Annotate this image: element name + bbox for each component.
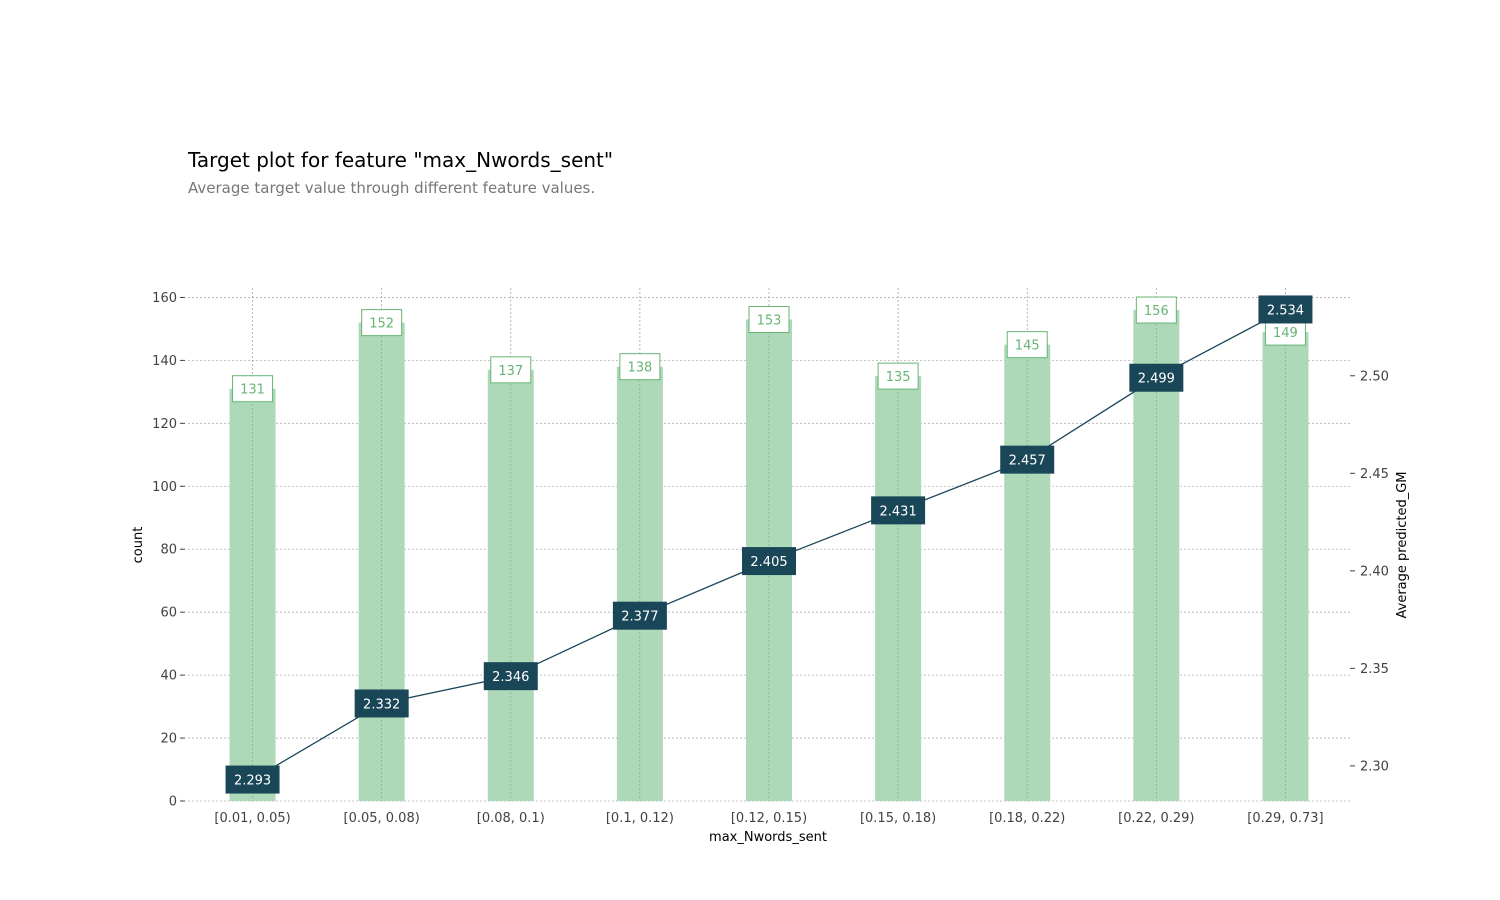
bar-label-box (619, 353, 661, 381)
y-axis-label-left: count (131, 527, 146, 564)
bar-label-box (877, 362, 919, 390)
y-tick-label-right: 2.45 (1360, 467, 1389, 482)
y-tick-label-right: 2.35 (1360, 662, 1389, 677)
line-point-box (483, 662, 538, 691)
y-tick-label-right: 2.50 (1360, 369, 1389, 384)
y-tick-label-left: 160 (152, 291, 177, 306)
line-point-box (354, 689, 409, 718)
bar-label: 131 (240, 383, 265, 398)
x-tick-label: [0.05, 0.08) (344, 811, 420, 826)
y-tick-label-left: 140 (152, 354, 177, 369)
line-point-box (1000, 445, 1055, 474)
bar (229, 388, 276, 801)
bar-label-box (1135, 296, 1177, 324)
bar (1133, 310, 1180, 801)
line-point-label: 2.346 (492, 670, 529, 685)
y-tick-label-left: 0 (169, 795, 177, 810)
line-point-box (1258, 295, 1313, 324)
x-tick-label: [0.22, 0.29) (1118, 811, 1194, 826)
bar-label: 149 (1273, 326, 1298, 341)
line-point-label: 2.457 (1009, 454, 1046, 469)
x-tick-label: [0.08, 0.1) (477, 811, 545, 826)
y-tick-label-left: 80 (160, 543, 177, 558)
bar-label-box (361, 309, 403, 337)
x-tick-label: [0.18, 0.22) (989, 811, 1065, 826)
line-point-label: 2.499 (1138, 372, 1175, 387)
bar-label-box (1006, 331, 1048, 359)
chart-title: Target plot for feature "max_Nwords_sent… (188, 148, 614, 172)
y-tick-label-right: 2.30 (1360, 759, 1389, 774)
line-point-box (871, 496, 926, 525)
x-axis-label: max_Nwords_sent (709, 830, 827, 845)
y-tick-label-left: 120 (152, 417, 177, 432)
line-point-box (1129, 363, 1184, 392)
line-point-label: 2.534 (1267, 303, 1304, 318)
y-tick-label-left: 40 (160, 669, 177, 684)
line-point-label: 2.405 (750, 555, 787, 570)
x-tick-label: [0.29, 0.73] (1247, 811, 1323, 826)
line-point-label: 2.332 (363, 697, 400, 712)
x-tick-label: [0.12, 0.15) (731, 811, 807, 826)
bar-label: 153 (757, 313, 782, 328)
line-series: 2.293 2.332 2.346 2.377 2.405 2.431 2.457 2.499… (225, 295, 1313, 794)
line-point-box (225, 765, 280, 794)
bar (1262, 332, 1309, 801)
chart-subtitle: Average target value through different f… (188, 179, 596, 197)
y-tick-label-left: 100 (152, 480, 177, 495)
bar-label: 135 (886, 370, 911, 385)
x-tick-label: [0.01, 0.05) (214, 811, 290, 826)
y-tick-label-left: 20 (160, 732, 177, 747)
bar-label: 137 (498, 364, 523, 379)
x-tick-label: [0.1, 0.12) (606, 811, 674, 826)
line-point-box (742, 547, 796, 576)
bar-label-box (232, 375, 274, 403)
bar-label-box (490, 356, 532, 384)
line-point-label: 2.377 (621, 610, 658, 625)
y-tick-label-right: 2.40 (1360, 564, 1389, 579)
bar-label-box (748, 305, 790, 333)
bar-label: 156 (1144, 304, 1169, 319)
x-tick-label: [0.15, 0.18) (860, 811, 936, 826)
bar (616, 366, 663, 801)
bar-label: 145 (1015, 339, 1040, 354)
line-point-box (612, 601, 667, 630)
bar-label: 152 (369, 317, 394, 332)
bar-label: 138 (627, 361, 652, 376)
line-point-label: 2.431 (880, 504, 917, 519)
y-axis-label-right: Average predicted_GM (1395, 472, 1410, 619)
axes: 0 20 40 60 80 100 120 140 160 2.30 2.35 2.40 2.45 2.5… (152, 291, 1389, 826)
line-point-label: 2.293 (234, 774, 271, 789)
y-tick-label-left: 60 (160, 606, 177, 621)
